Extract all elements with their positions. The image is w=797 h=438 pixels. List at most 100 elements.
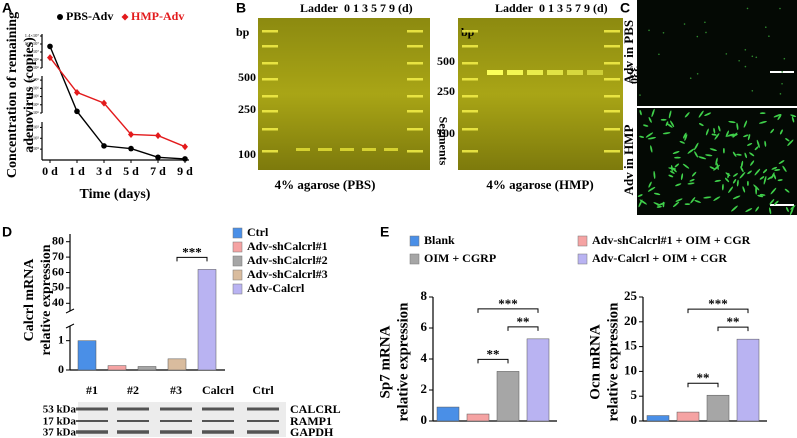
blot-marker: 17 kDa bbox=[43, 416, 77, 428]
bar bbox=[77, 340, 97, 371]
y-tick-label: 2×10⁵ bbox=[28, 146, 39, 151]
blot-band bbox=[247, 407, 279, 411]
legend-label: PBS-Adv bbox=[66, 9, 113, 23]
cell bbox=[732, 173, 739, 177]
cell bbox=[764, 140, 767, 147]
bar bbox=[736, 338, 760, 422]
panel-label: D bbox=[2, 224, 12, 240]
legend-marker bbox=[121, 13, 129, 21]
panel-label: E bbox=[380, 224, 389, 240]
cell bbox=[660, 118, 667, 121]
cell bbox=[694, 199, 701, 203]
bar bbox=[197, 269, 217, 371]
y-tick-label: 15 bbox=[624, 338, 638, 353]
cell bbox=[696, 35, 699, 38]
blot-band bbox=[76, 420, 108, 422]
point bbox=[47, 43, 53, 50]
legend-marker bbox=[57, 14, 63, 20]
y-axis-label: adenovirus (copies) bbox=[22, 37, 37, 153]
cell bbox=[648, 29, 650, 32]
cell bbox=[736, 179, 739, 187]
y-tick-label: 4×10⁶ bbox=[28, 85, 39, 90]
cell bbox=[789, 207, 794, 216]
y-tick-label: 4 bbox=[421, 350, 428, 365]
point bbox=[101, 143, 107, 149]
blot-band bbox=[160, 407, 192, 411]
cell bbox=[787, 139, 794, 146]
cell bbox=[784, 188, 790, 193]
gel-band bbox=[407, 150, 423, 153]
cell bbox=[768, 35, 770, 38]
cell bbox=[757, 194, 764, 198]
gel-image bbox=[258, 18, 430, 170]
cell bbox=[639, 135, 645, 138]
cell bbox=[694, 151, 699, 158]
cell bbox=[779, 7, 781, 10]
cell bbox=[698, 156, 707, 160]
cell bbox=[779, 93, 782, 95]
cell bbox=[679, 140, 685, 144]
legend-label: HMP-Adv bbox=[131, 9, 184, 23]
cell bbox=[740, 166, 744, 173]
cell bbox=[744, 48, 747, 51]
cell bbox=[759, 112, 766, 115]
gel-band bbox=[487, 70, 503, 75]
gel-band bbox=[262, 150, 278, 153]
gel-band bbox=[462, 45, 478, 48]
cell bbox=[672, 150, 680, 155]
cell bbox=[755, 56, 758, 59]
blot-lane: Calcrl bbox=[202, 383, 235, 397]
cell bbox=[759, 121, 767, 124]
gel-band bbox=[462, 128, 478, 131]
gel-band bbox=[407, 110, 423, 113]
cell bbox=[705, 154, 713, 157]
blot-protein: CALCRL bbox=[290, 402, 341, 416]
gel-band bbox=[384, 148, 398, 151]
x-axis-label: Time (days) bbox=[80, 187, 151, 202]
legend-label: Blank bbox=[424, 233, 455, 247]
gel-size: 250 bbox=[238, 102, 256, 116]
cell bbox=[755, 186, 758, 195]
blot-lane: #1 bbox=[86, 383, 98, 397]
cell bbox=[682, 163, 690, 169]
y-axis-label: Concentration of remaining bbox=[5, 12, 20, 178]
gel-size: 500 bbox=[437, 54, 455, 68]
cell bbox=[689, 77, 692, 80]
cell bbox=[665, 121, 669, 127]
cell bbox=[651, 108, 655, 118]
bar bbox=[526, 338, 550, 422]
gel-size: 500 bbox=[238, 70, 256, 84]
y-tick-label: 10 bbox=[624, 362, 637, 377]
blot-protein: GAPDH bbox=[290, 425, 334, 438]
y-tick-label: 2×10⁶ bbox=[28, 102, 39, 107]
x-tick-label: 1 d bbox=[69, 164, 85, 178]
cell bbox=[639, 94, 641, 96]
blot-band bbox=[76, 430, 108, 434]
legend-label: Adv-shCalcrl#3 bbox=[247, 267, 328, 281]
cell bbox=[674, 156, 681, 159]
blot-lane: Ctrl bbox=[252, 383, 274, 397]
gel-band bbox=[340, 148, 354, 151]
legend-label: Adv-Calcrl + OIM + CGR bbox=[592, 251, 727, 265]
blot-band bbox=[202, 430, 234, 434]
gel-band bbox=[262, 128, 278, 131]
break-mark bbox=[65, 308, 75, 314]
cell bbox=[725, 172, 731, 177]
gel-band bbox=[604, 30, 620, 33]
cell bbox=[683, 132, 687, 139]
gel-band bbox=[362, 148, 376, 151]
cell bbox=[726, 133, 735, 137]
y-tick-label: 6×10⁵ bbox=[28, 124, 39, 129]
micrograph-label: Adv in HMP bbox=[621, 125, 636, 196]
cell bbox=[724, 177, 730, 183]
cell bbox=[703, 196, 712, 199]
cell bbox=[754, 146, 759, 151]
legend-swatch bbox=[232, 227, 243, 239]
cell bbox=[749, 152, 755, 157]
cell bbox=[774, 169, 781, 171]
cell bbox=[648, 181, 652, 188]
gel-size: 100 bbox=[238, 147, 256, 161]
cell bbox=[747, 170, 752, 175]
gel-caption: 4% agarose (HMP) bbox=[486, 177, 593, 192]
gel-band bbox=[604, 128, 620, 131]
